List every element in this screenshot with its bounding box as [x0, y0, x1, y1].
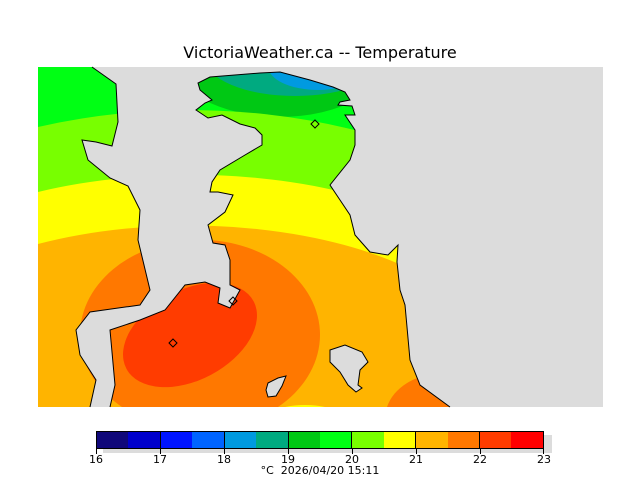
colorbar-bin — [192, 432, 225, 448]
colorbar-bin — [447, 432, 481, 448]
colorbar-bin — [256, 432, 289, 448]
colorbar-bin — [480, 432, 512, 448]
station-marker-icon[interactable] — [310, 119, 320, 129]
colorbar-tick — [352, 449, 353, 454]
colorbar-tick — [96, 449, 97, 454]
station-marker-icon[interactable] — [228, 296, 238, 306]
colorbar-tick-label: 20 — [345, 453, 359, 466]
colorbar-bin — [128, 432, 161, 448]
colorbar-bin — [224, 432, 257, 448]
units-timestamp: °C 2026/04/20 15:11 — [0, 464, 640, 477]
colorbar-bin — [288, 432, 320, 448]
colorbar-tick — [416, 449, 417, 454]
colorbar-bin — [383, 432, 417, 448]
colorbar — [96, 431, 544, 449]
colorbar-bin — [97, 432, 129, 448]
colorbar-tick — [543, 449, 544, 454]
colorbar-bin — [319, 432, 353, 448]
colorbar-tick-label: 16 — [89, 453, 103, 466]
colorbar-tick-label: 22 — [473, 453, 487, 466]
colorbar-tick-label: 19 — [281, 453, 295, 466]
colorbar-tick — [224, 449, 225, 454]
colorbar-tick — [288, 449, 289, 454]
station-markers — [168, 119, 320, 348]
colorbar-tick-label: 18 — [217, 453, 231, 466]
colorbar-tick-label: 17 — [153, 453, 167, 466]
timestamp: 2026/04/20 15:11 — [280, 464, 380, 477]
colorbar-tick-label: 21 — [409, 453, 423, 466]
map-title: VictoriaWeather.ca -- Temperature — [183, 43, 457, 62]
lake — [265, 375, 287, 398]
colorbar-bin — [511, 432, 543, 448]
station-marker-icon[interactable] — [168, 338, 178, 348]
colorbar-tick-label: 23 — [537, 453, 551, 466]
colorbar-bin — [352, 432, 384, 448]
lake — [329, 344, 369, 393]
colorbar-bin — [160, 432, 193, 448]
coastline — [75, 66, 451, 408]
colorbar-bin — [416, 432, 448, 448]
colorbar-tick — [160, 449, 161, 454]
colorbar-tick — [480, 449, 481, 454]
units-label: °C — [260, 464, 274, 477]
